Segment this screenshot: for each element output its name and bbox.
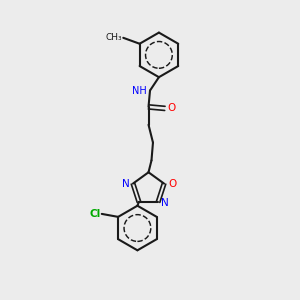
- Text: N: N: [122, 178, 129, 189]
- Text: O: O: [169, 178, 177, 189]
- Text: Cl: Cl: [89, 209, 100, 219]
- Text: N: N: [161, 198, 169, 208]
- Text: O: O: [167, 103, 176, 113]
- Text: CH₃: CH₃: [105, 33, 122, 42]
- Text: NH: NH: [132, 86, 146, 96]
